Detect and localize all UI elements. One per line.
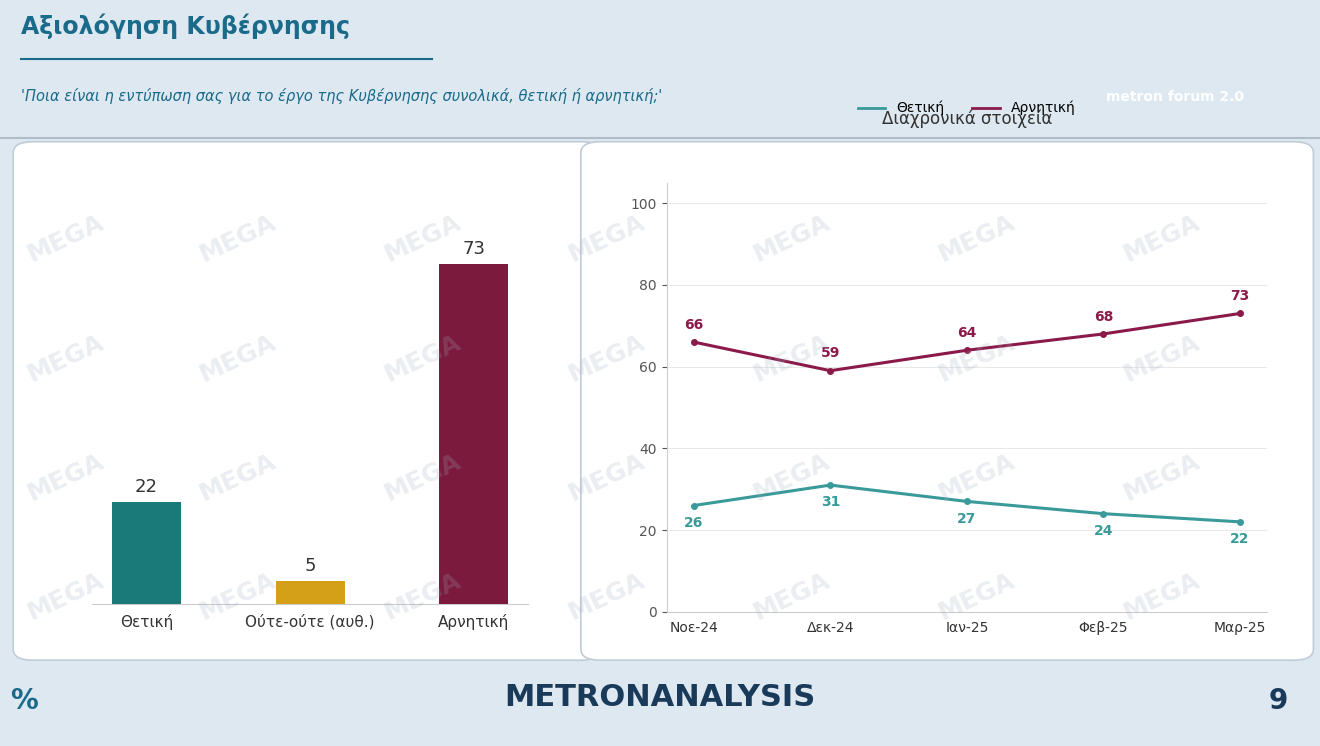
Title: Διαχρονικά στοιχεία: Διαχρονικά στοιχεία: [882, 110, 1052, 128]
Text: MEGA: MEGA: [195, 568, 280, 625]
Text: 5: 5: [305, 557, 315, 575]
Text: MEGA: MEGA: [195, 210, 280, 267]
Text: MEGA: MEGA: [750, 449, 834, 506]
Text: 'Ποια είναι η εντύπωση σας για το έργο της Κυβέρνησης συνολικά, θετική ή αρνητικ: 'Ποια είναι η εντύπωση σας για το έργο τ…: [21, 88, 661, 104]
Text: 27: 27: [957, 512, 977, 526]
Text: 26: 26: [684, 515, 704, 530]
Text: MEGA: MEGA: [565, 210, 649, 267]
Text: MEGA: MEGA: [1119, 210, 1204, 267]
Text: MEGA: MEGA: [24, 449, 108, 506]
Text: Αξιολόγηση Κυβέρνησης: Αξιολόγηση Κυβέρνησης: [21, 13, 350, 39]
Text: 22: 22: [135, 478, 158, 496]
Text: MEGA: MEGA: [565, 568, 649, 625]
Text: 59: 59: [821, 346, 840, 360]
Text: MEGA: MEGA: [935, 210, 1019, 267]
Text: MEGA: MEGA: [380, 330, 465, 386]
Text: MEGA: MEGA: [24, 210, 108, 267]
Text: MEGA: MEGA: [380, 210, 465, 267]
Bar: [112, 501, 181, 604]
Text: 22: 22: [1230, 532, 1250, 546]
Text: 64: 64: [957, 326, 977, 340]
Text: MEGA: MEGA: [1119, 449, 1204, 506]
Text: MEGA: MEGA: [24, 330, 108, 386]
Text: 31: 31: [821, 495, 840, 510]
Text: MEGA: MEGA: [1119, 330, 1204, 386]
Text: MEGA: MEGA: [935, 449, 1019, 506]
Text: 9: 9: [1269, 687, 1287, 715]
Bar: [276, 581, 345, 604]
Legend: Θετική, Αρνητική: Θετική, Αρνητική: [853, 95, 1081, 121]
Text: 73: 73: [1230, 289, 1250, 304]
Text: metron forum 2.0: metron forum 2.0: [1106, 90, 1243, 104]
Text: MEGA: MEGA: [750, 330, 834, 386]
Text: 24: 24: [1094, 524, 1113, 538]
Bar: [440, 264, 508, 604]
Text: MEGA: MEGA: [380, 449, 465, 506]
Text: MEGA: MEGA: [1119, 568, 1204, 625]
Text: MEGA: MEGA: [935, 568, 1019, 625]
Text: MEGA: MEGA: [380, 568, 465, 625]
Text: 66: 66: [684, 318, 704, 332]
Text: MEGA: MEGA: [565, 330, 649, 386]
Text: MEGA: MEGA: [24, 568, 108, 625]
Text: MEGA: MEGA: [565, 449, 649, 506]
Text: MEGA: MEGA: [195, 330, 280, 386]
Text: 68: 68: [1094, 310, 1113, 324]
Text: MEGA: MEGA: [750, 568, 834, 625]
Text: MEGA: MEGA: [195, 449, 280, 506]
Text: METRONANALYSIS: METRONANALYSIS: [504, 683, 816, 712]
Text: 73: 73: [462, 240, 486, 258]
Text: %: %: [9, 687, 38, 715]
Text: MEGA: MEGA: [935, 330, 1019, 386]
Text: MEGA: MEGA: [750, 210, 834, 267]
